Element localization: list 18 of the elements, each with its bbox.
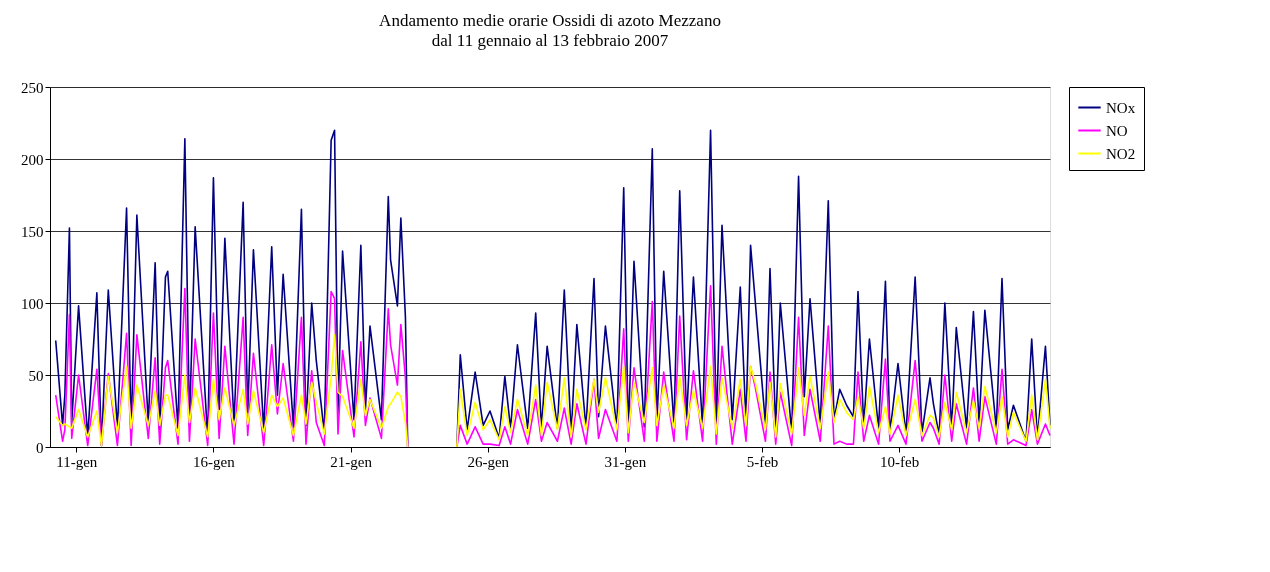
y-tick-label: 50 — [28, 367, 44, 384]
x-tick-label: 21-gen — [330, 453, 373, 470]
x-tick-label: 11-gen — [56, 453, 98, 470]
y-tick-label: 200 — [21, 151, 44, 168]
y-tick-label: 100 — [21, 295, 44, 312]
x-tick-label: 10-feb — [880, 453, 920, 470]
legend-label: NO — [1106, 122, 1128, 139]
y-tick-label: 0 — [36, 439, 44, 456]
x-tick-label: 26-gen — [467, 453, 510, 470]
chart-title: Andamento medie orarie Ossidi di azoto Mezzano — [379, 11, 721, 30]
y-tick-label: 150 — [21, 223, 44, 240]
chart-subtitle: dal 11 gennaio al 13 febbraio 2007 — [431, 31, 669, 50]
legend-label: NO2 — [1106, 145, 1136, 162]
legend-label: NOx — [1106, 99, 1136, 116]
x-tick-label: 31-gen — [604, 453, 647, 470]
y-tick-label: 250 — [21, 79, 44, 96]
x-tick-label: 16-gen — [193, 453, 236, 470]
x-tick-label: 5-feb — [746, 453, 779, 470]
